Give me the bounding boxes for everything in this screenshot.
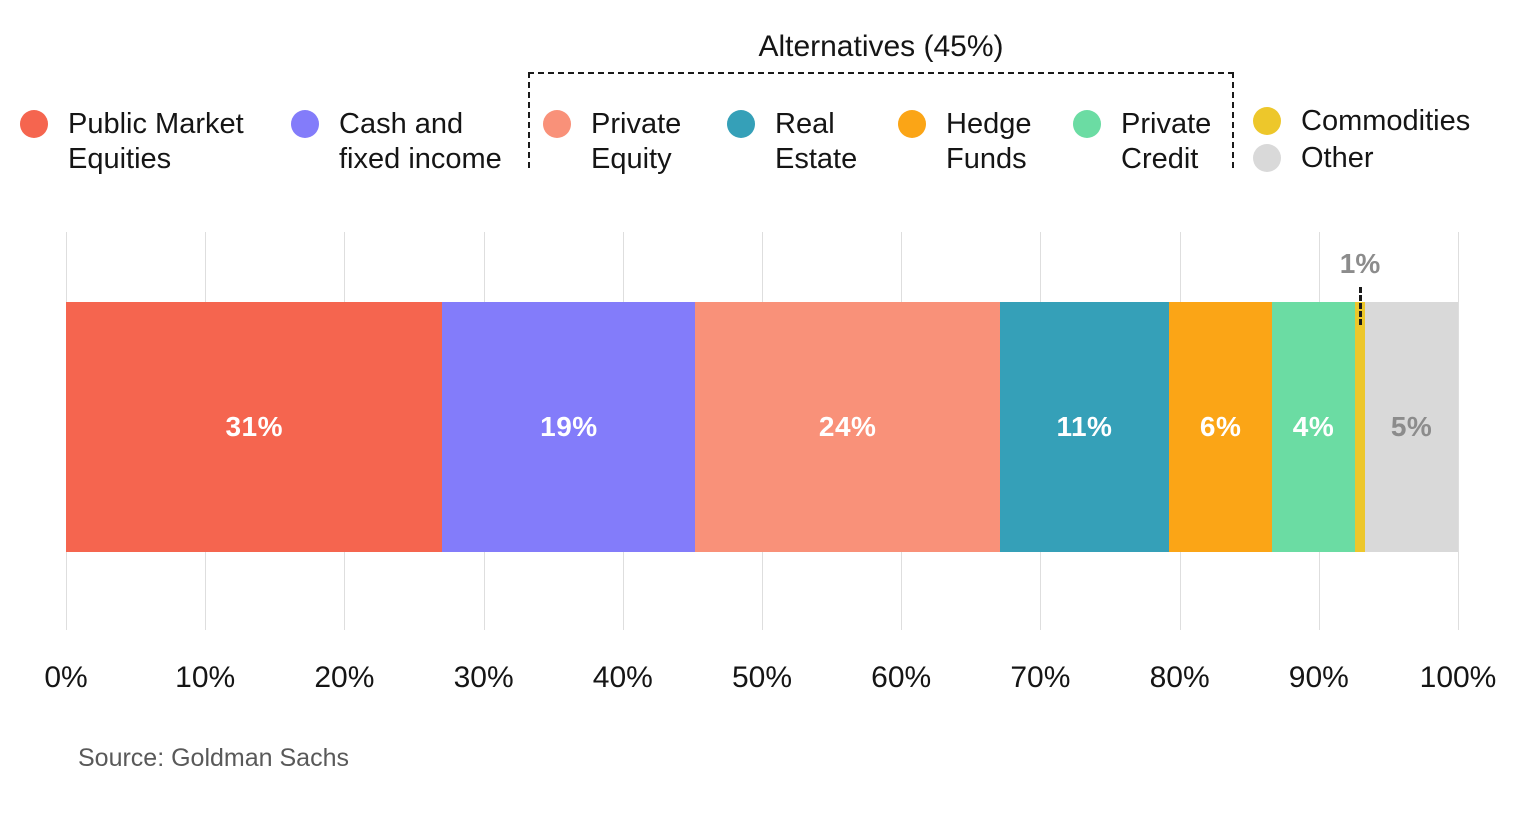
segment-value-label: 6%: [1199, 411, 1242, 442]
bar-segment-public-market-equities[interactable]: 31%: [66, 302, 443, 552]
legend-item-private-credit[interactable]: Private Credit: [1073, 107, 1211, 177]
x-tick-label: 30%: [453, 661, 514, 694]
x-tick-label: 80%: [1149, 661, 1210, 694]
callout-value-label: 1%: [1339, 248, 1381, 279]
callout-dashed-line: [1359, 287, 1362, 325]
legend-item-other[interactable]: Other: [1253, 141, 1374, 176]
x-tick-label: 50%: [731, 661, 793, 694]
legend-item-hedge-funds[interactable]: Hedge Funds: [898, 107, 1031, 177]
segment-value-label: 11%: [1056, 411, 1113, 442]
alternatives-group-title: Alternatives (45%): [758, 30, 1004, 63]
segment-value-label: 5%: [1390, 411, 1433, 442]
source-note: Source: Goldman Sachs: [78, 744, 349, 772]
legend-dot-icon: [727, 110, 755, 138]
segment-value-label: 19%: [540, 411, 598, 442]
legend-dot-icon: [1253, 107, 1281, 135]
x-tick-label: 10%: [175, 661, 236, 694]
plot-area: 31% 19% 24% 11% 6% 4% 5% 1%: [66, 232, 1459, 630]
segment-value-label: 24%: [818, 411, 877, 442]
legend-dot-icon: [898, 110, 926, 138]
x-tick-label: 40%: [592, 661, 653, 694]
stacked-bar: 31% 19% 24% 11% 6% 4% 5%: [66, 302, 1458, 552]
x-tick-label: 100%: [1419, 661, 1497, 694]
legend-dot-icon: [543, 110, 571, 138]
bar-segment-commodities[interactable]: [1354, 302, 1366, 552]
bar-segment-real-estate[interactable]: 11%: [999, 302, 1170, 552]
legend-dot-icon: [1253, 144, 1281, 172]
x-tick-label: 0%: [44, 661, 88, 694]
bar-segment-hedge-funds[interactable]: 6%: [1169, 302, 1273, 552]
bar-segment-private-credit[interactable]: 4%: [1272, 302, 1355, 552]
legend-dot-icon: [20, 110, 48, 138]
legend-item-label: Private Credit: [1121, 108, 1212, 175]
gridline: [1458, 232, 1459, 630]
legend-item-label: Private Equity: [591, 108, 682, 175]
legend-dot-icon: [291, 110, 319, 138]
bar-segment-private-equity[interactable]: 24%: [695, 302, 1000, 552]
legend-item-label: Other: [1301, 142, 1374, 174]
legend-item-label: Commodities: [1301, 105, 1471, 137]
legend-dot-icon: [1073, 110, 1101, 138]
legend-item-private-equity[interactable]: Private Equity: [543, 107, 681, 177]
segment-value-label: 4%: [1292, 411, 1335, 442]
x-axis: 0% 10% 20% 30% 40% 50% 60% 70% 80% 90% 100%: [44, 661, 1496, 703]
x-tick-label: 90%: [1288, 661, 1349, 694]
legend-item-label: Real Estate: [775, 108, 858, 175]
x-tick-label: 60%: [871, 661, 932, 694]
legend-item-public-market-equities[interactable]: Public Market Equities: [20, 107, 244, 177]
x-tick-label: 70%: [1010, 661, 1071, 694]
legend-item-real-estate[interactable]: Real Estate: [727, 107, 857, 177]
legend-item-label: Public Market Equities: [68, 108, 244, 175]
legend-item-cash-and-fixed-income[interactable]: Cash and fixed income: [291, 107, 502, 177]
bar-segment-other[interactable]: 5%: [1365, 302, 1458, 552]
x-tick-label: 20%: [314, 661, 375, 694]
bar-segment-cash-and-fixed-income[interactable]: 19%: [442, 302, 696, 552]
segment-value-label: 31%: [225, 411, 283, 442]
alternatives-bracket: [528, 72, 1234, 168]
legend-item-label: Hedge Funds: [946, 108, 1032, 175]
legend-item-commodities[interactable]: Commodities: [1253, 104, 1470, 139]
legend-item-label: Cash and fixed income: [339, 108, 502, 175]
